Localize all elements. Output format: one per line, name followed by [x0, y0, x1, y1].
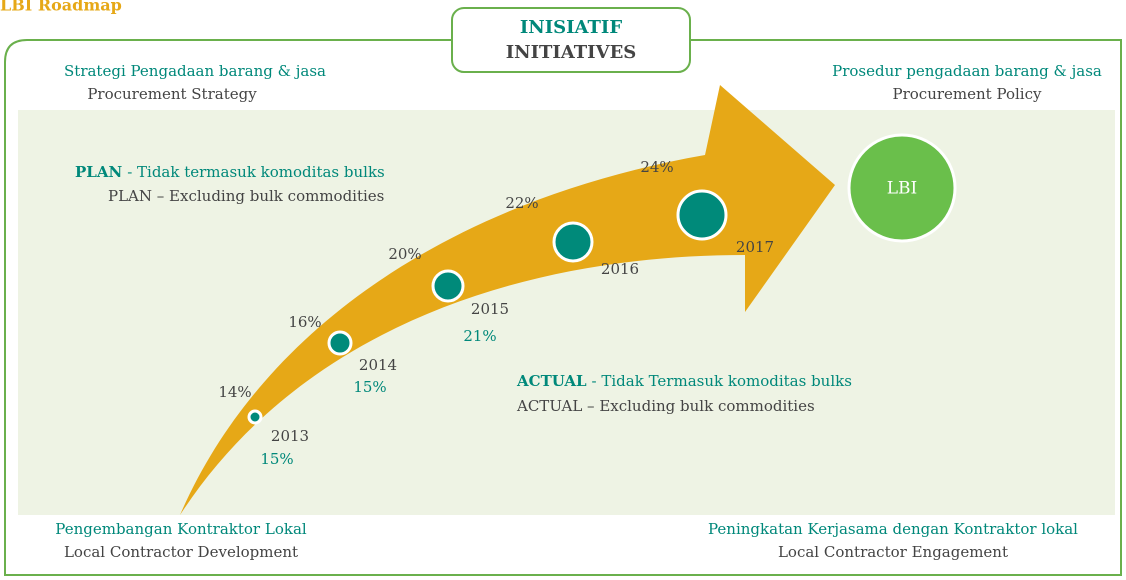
corner-native: Pengembangan Kontraktor Lokal	[55, 520, 307, 538]
plan-heading: PLAN - Tidak termasuk komoditas bulks	[75, 163, 385, 181]
corner-english: Procurement Strategy	[87, 85, 257, 103]
milestone-dot	[552, 221, 594, 263]
page-title: LBI Roadmap	[0, 0, 122, 15]
plan-percent: 20%	[388, 245, 421, 263]
plan-percent: 24%	[640, 158, 673, 176]
milestone-dot	[676, 189, 728, 241]
corner-native: Peningkatan Kerjasama dengan Kontraktor …	[708, 520, 1078, 538]
corner-native: Prosedur pengadaan barang & jasa	[832, 62, 1102, 80]
plan-percent: 14%	[218, 383, 251, 401]
milestone-dot	[327, 330, 353, 356]
outer-frame	[4, 39, 1122, 576]
target-label: LBI	[887, 179, 918, 199]
center-title: INISIATIF	[520, 17, 623, 38]
actual-percent: 15%	[260, 450, 293, 468]
corner-english: Local Contractor Development	[64, 543, 298, 561]
plan-keyword: PLAN	[75, 163, 122, 181]
roadmap-arrow	[180, 85, 835, 515]
milestone-year: 2015	[471, 300, 509, 318]
plan-percent: 22%	[505, 194, 538, 212]
plan-text: - Tidak termasuk komoditas bulks	[127, 163, 385, 181]
milestone-year: 2014	[359, 356, 397, 374]
milestone-year: 2017	[736, 238, 774, 256]
milestone-dot	[431, 269, 465, 303]
target-circle	[847, 133, 957, 243]
milestone-year: 2013	[271, 427, 309, 445]
actual-text: - Tidak Termasuk komoditas bulks	[592, 372, 852, 390]
plan-english: PLAN – Excluding bulk commodities	[108, 187, 384, 205]
actual-english: ACTUAL – Excluding bulk commodities	[516, 397, 815, 415]
actual-percent: 15%	[353, 378, 386, 396]
plan-percent: 16%	[288, 313, 321, 331]
actual-keyword: ACTUAL	[516, 372, 587, 390]
corner-english: Procurement Policy	[893, 85, 1042, 103]
milestone-dot	[247, 409, 263, 425]
actual-heading: ACTUAL - Tidak Termasuk komoditas bulks	[516, 372, 852, 390]
milestone-year: 2016	[601, 260, 639, 278]
corner-native: Strategi Pengadaan barang & jasa	[64, 62, 326, 80]
corner-english: Local Contractor Engagement	[778, 543, 1008, 561]
center-box	[451, 7, 691, 73]
actual-percent: 21%	[463, 327, 496, 345]
center-subtitle: INITIATIVES	[506, 42, 637, 63]
